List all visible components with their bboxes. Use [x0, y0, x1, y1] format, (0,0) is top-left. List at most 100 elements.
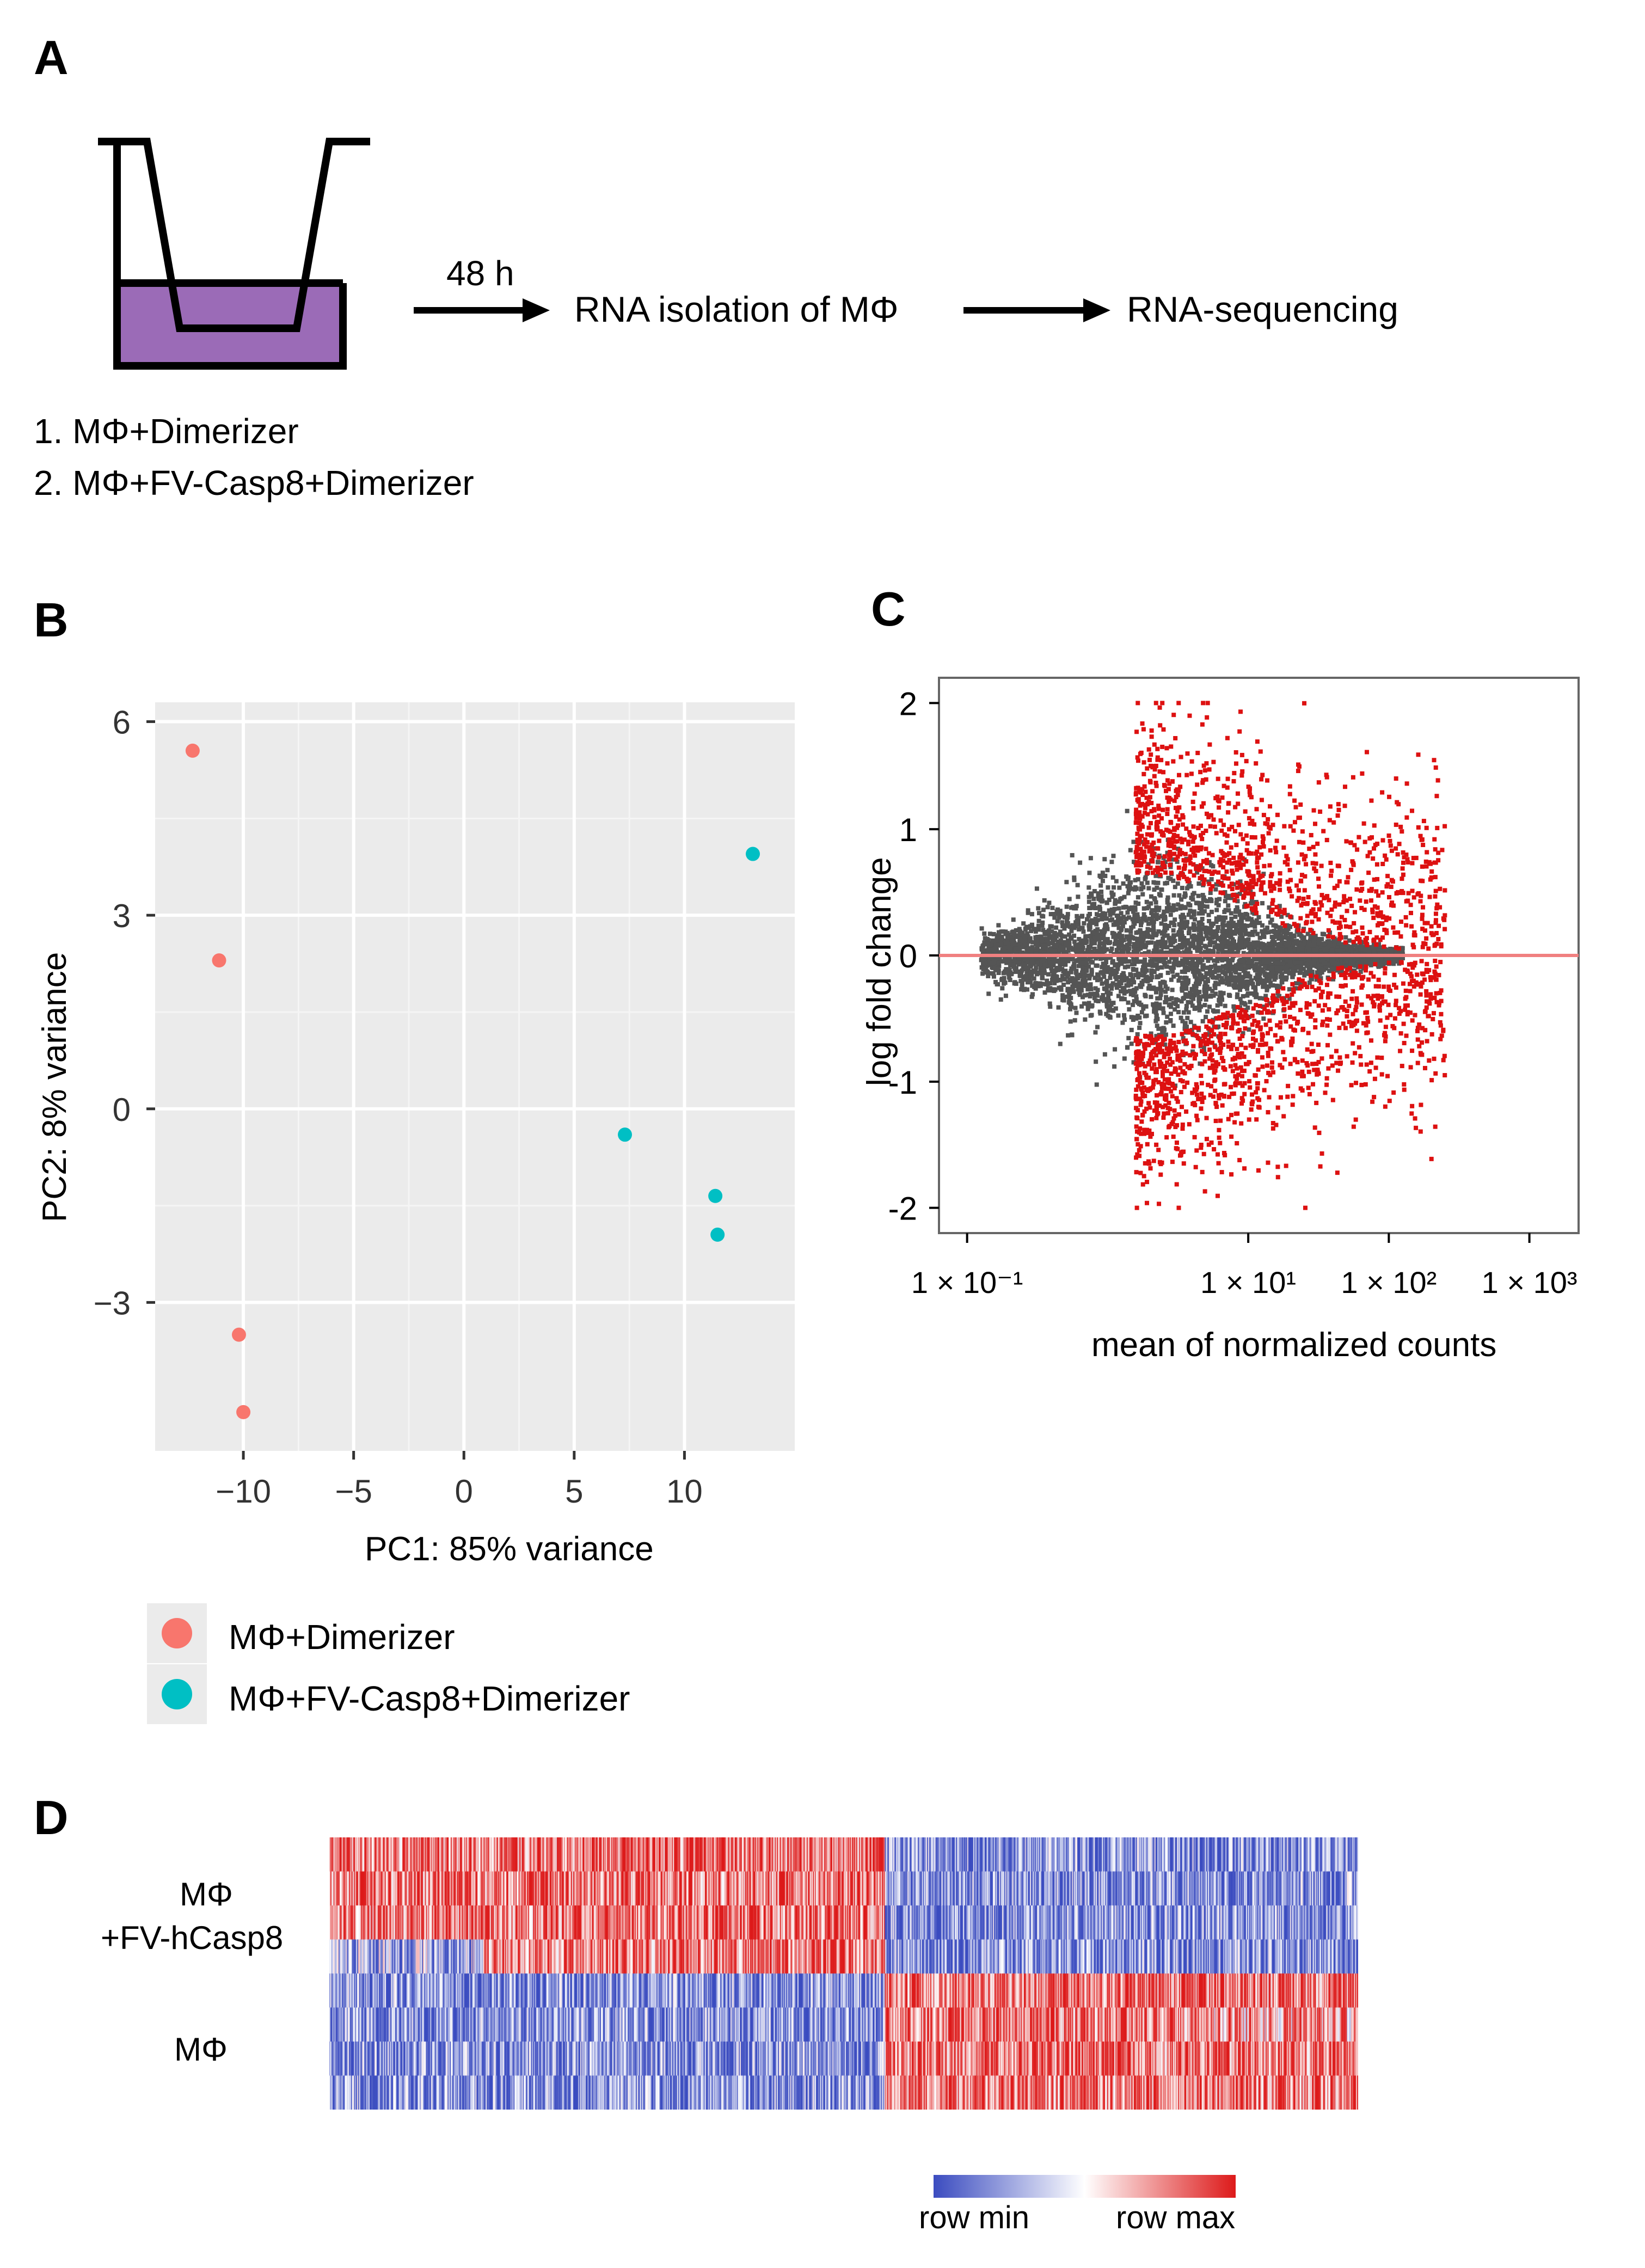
ma-point [1328, 914, 1333, 918]
ma-point [1255, 972, 1260, 977]
ma-point [1149, 901, 1153, 906]
ma-point [1049, 929, 1054, 934]
ma-point [1115, 966, 1120, 971]
ma-point [1002, 956, 1007, 961]
ma-point [1380, 838, 1385, 843]
ma-point [1256, 1048, 1261, 1053]
ma-point [1263, 930, 1268, 935]
ma-point [1072, 1018, 1077, 1023]
ma-point [1028, 979, 1033, 984]
ma-point [1104, 990, 1109, 995]
ma-point [1109, 1002, 1114, 1007]
pca-ytick-label: 6 [113, 704, 131, 741]
ma-point [1384, 917, 1389, 922]
ma-point [1004, 967, 1009, 972]
ma-point [1204, 847, 1208, 851]
ma-point [1042, 951, 1047, 955]
ma-point [1140, 968, 1145, 973]
ma-point [1143, 789, 1148, 794]
ma-point [1168, 1017, 1173, 1022]
ma-point [1227, 994, 1232, 998]
ma-point [1194, 937, 1199, 942]
ma-point [1254, 921, 1259, 925]
ma-point [995, 937, 999, 942]
ma-point [1070, 976, 1075, 980]
ma-point [1305, 1063, 1310, 1068]
ma-point [1229, 1134, 1234, 1139]
ma-point [1096, 998, 1101, 1003]
ma-point [1167, 837, 1172, 842]
ma-point [1119, 989, 1124, 994]
ma-point [1376, 948, 1381, 953]
ma-point [1327, 948, 1332, 953]
ma-point [1259, 943, 1263, 948]
ma-point [1025, 931, 1030, 936]
ma-point [1306, 940, 1311, 945]
ma-point [1241, 994, 1245, 998]
ma-point [1138, 959, 1143, 964]
ma-point [1383, 951, 1388, 956]
ma-point [996, 951, 1000, 956]
ma-point [993, 946, 998, 951]
ma-point [1403, 1007, 1408, 1012]
ma-point [1073, 977, 1078, 982]
ma-point [1138, 929, 1143, 934]
ma-point [1119, 981, 1124, 986]
ma-point [1275, 1105, 1280, 1110]
ma-point [1269, 917, 1274, 922]
ma-point [1216, 947, 1221, 952]
ma-point [1406, 891, 1411, 896]
ma-point [1234, 929, 1239, 934]
ma-point [1207, 1065, 1212, 1070]
ma-point [1235, 995, 1239, 1000]
ma-point [1261, 978, 1266, 983]
ma-point [1151, 880, 1156, 885]
ma-point [1279, 914, 1284, 919]
ma-point [1103, 916, 1108, 921]
ma-point [1261, 1004, 1266, 1009]
ma-point [1042, 990, 1047, 995]
ma-point [1251, 985, 1256, 990]
ma-point [1060, 914, 1065, 918]
ma-point [1002, 970, 1007, 975]
ma-point [1146, 976, 1151, 980]
ma-point [1144, 844, 1149, 849]
ma-point [1152, 948, 1157, 953]
ma-ytick-label: 0 [899, 938, 917, 974]
ma-point [1262, 863, 1267, 868]
ma-point [1290, 1102, 1295, 1107]
ma-xtick-label: 1 × 10¹ [1200, 1265, 1296, 1299]
ma-point [1029, 922, 1034, 927]
ma-point [1169, 948, 1174, 953]
ma-point [1086, 957, 1091, 962]
ma-point [1103, 939, 1108, 944]
ma-point [1277, 904, 1282, 909]
ma-point [1183, 940, 1188, 945]
ma-point [1130, 917, 1135, 922]
ma-point [1171, 907, 1176, 912]
ma-point [1144, 968, 1149, 973]
ma-point [1282, 996, 1287, 1001]
ma-point [1163, 860, 1168, 865]
ma-point [1179, 904, 1184, 909]
ma-point [1060, 934, 1065, 939]
ma-point [1099, 894, 1104, 899]
ma-point [1079, 914, 1084, 919]
ma-point [1195, 935, 1200, 940]
ma-point [1372, 904, 1377, 909]
ma-point [1206, 936, 1211, 941]
ma-point [1351, 1124, 1356, 1129]
ma-point [1132, 961, 1137, 966]
ma-point [1200, 866, 1205, 871]
ma-point [1318, 976, 1323, 981]
ma-ytick-label: -1 [888, 1064, 917, 1101]
ma-point [1104, 1012, 1109, 1016]
ma-point [1183, 943, 1188, 948]
ma-point [1081, 974, 1086, 979]
ma-point [1057, 915, 1061, 920]
ma-point [984, 966, 989, 971]
ma-point [1080, 970, 1085, 975]
ma-point [1142, 1109, 1147, 1114]
ma-point [1220, 924, 1225, 929]
ma-point [1243, 929, 1248, 934]
